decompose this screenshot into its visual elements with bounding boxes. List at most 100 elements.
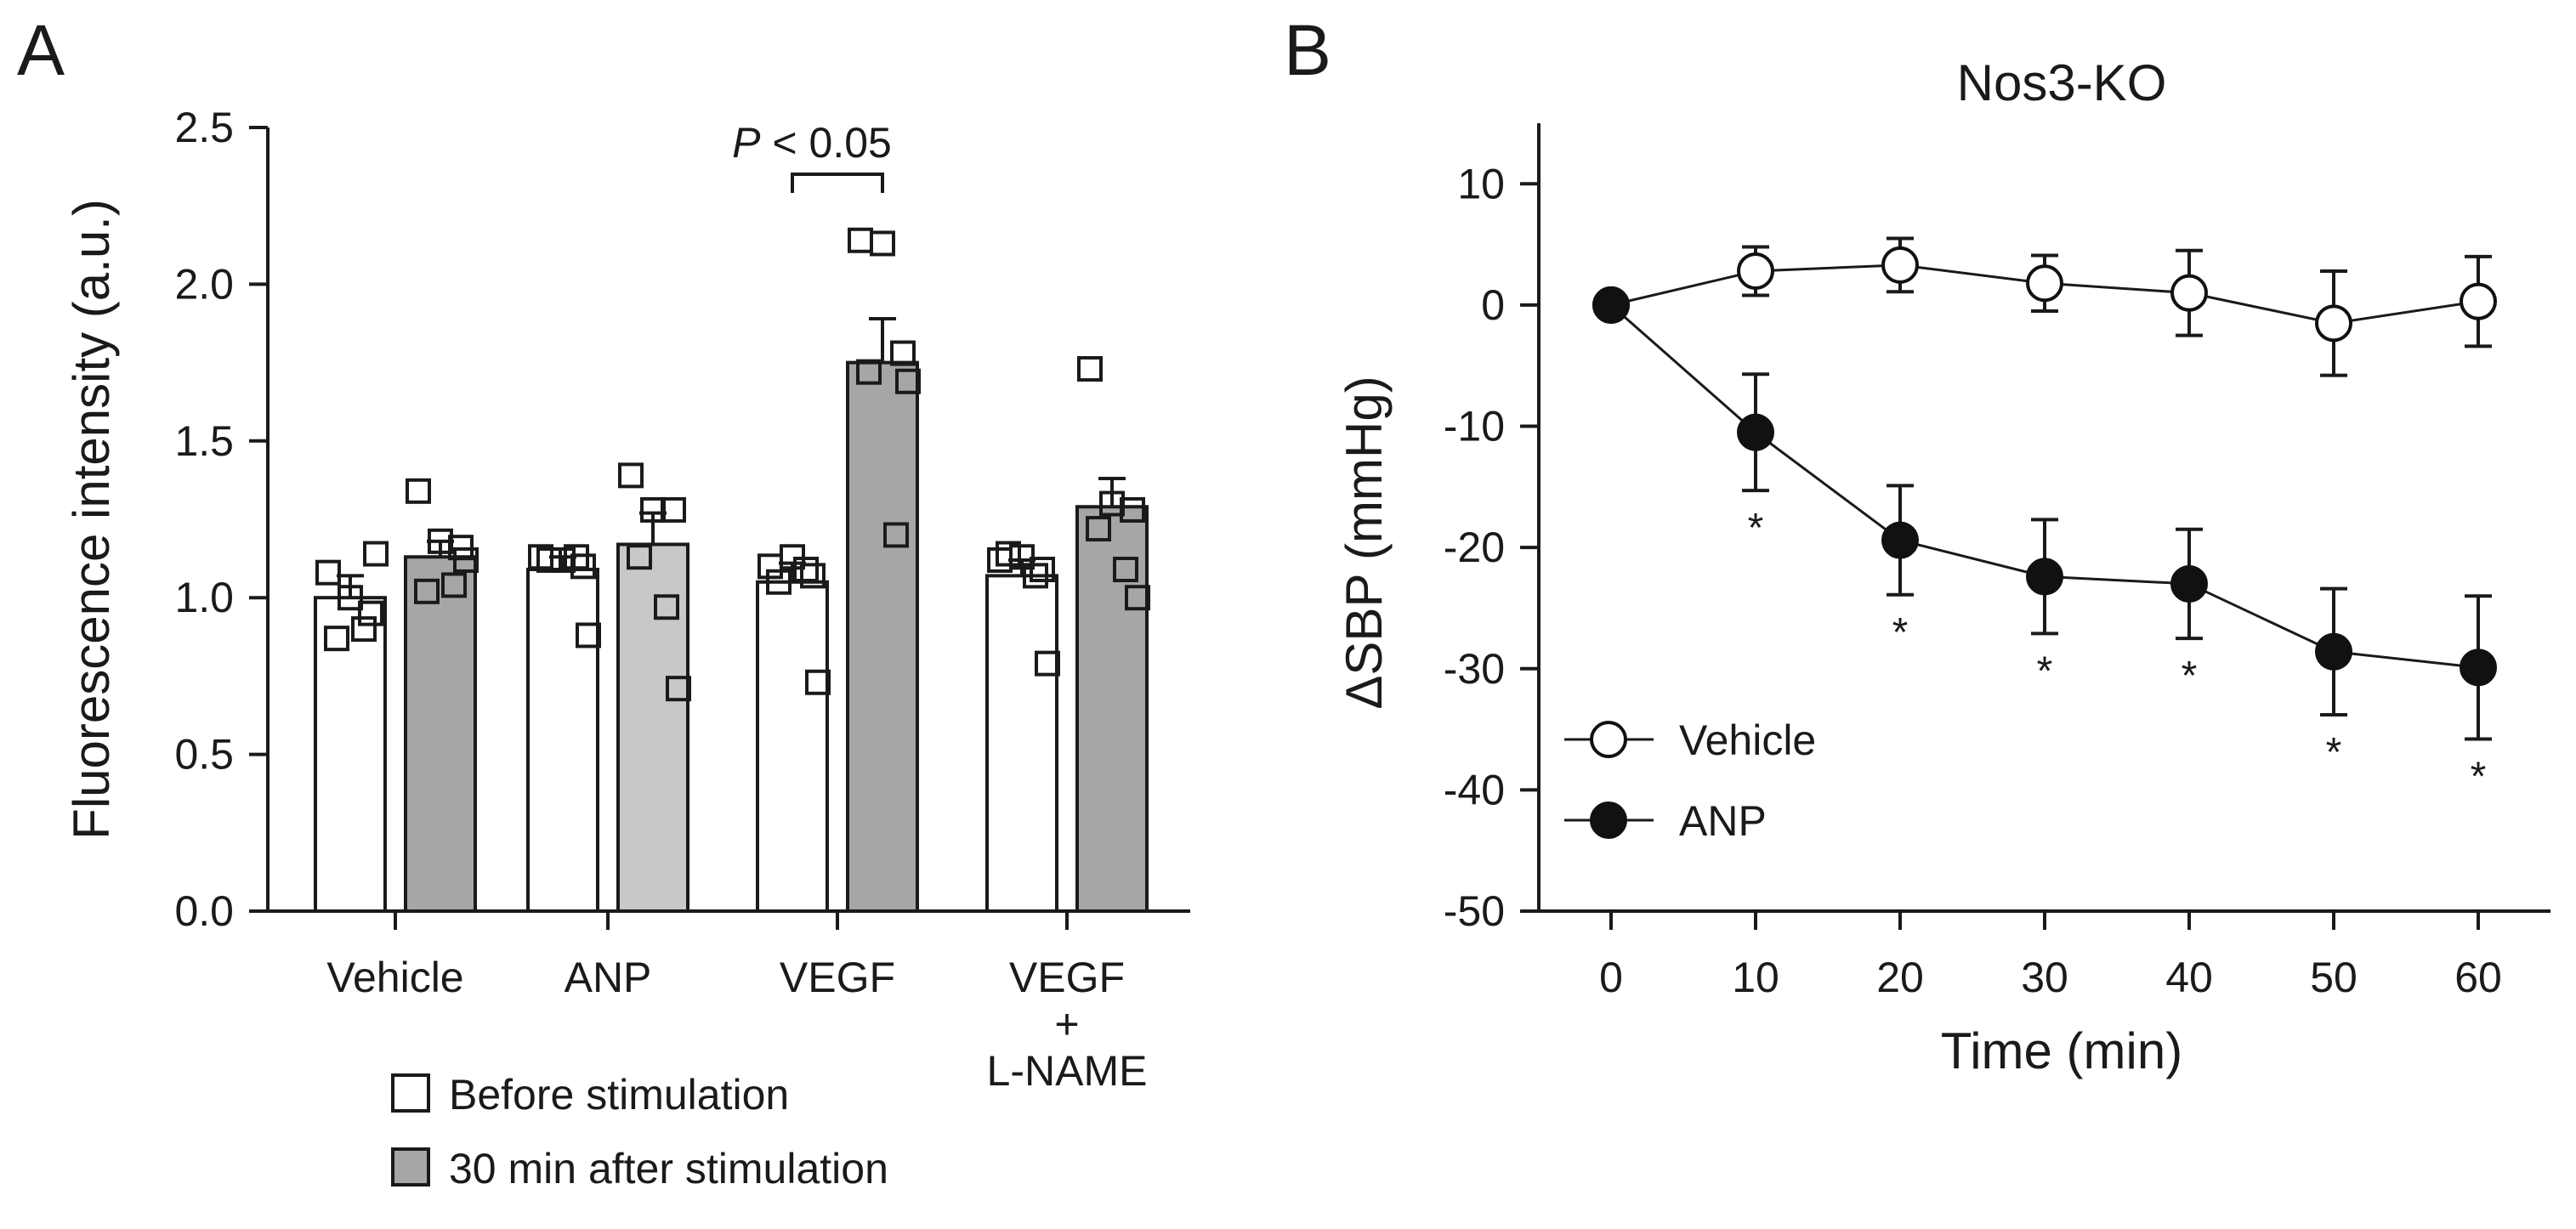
bar: [846, 360, 919, 914]
significance-star: *: [2326, 730, 2342, 775]
data-point: [666, 676, 691, 702]
panel-a-bar-chart: 0.0 0.5 1.0 1.5 2.0 2.5 Fluorescence intensity…: [63, 104, 1190, 1192]
y-tick-label: 2.0: [174, 260, 234, 308]
data-point: [1592, 286, 1630, 324]
data-point: [441, 572, 467, 598]
data-point: [1881, 246, 1919, 284]
legend-label: 30 min after stimulation: [449, 1145, 888, 1192]
significance-star: *: [1748, 506, 1764, 551]
data-point: [766, 569, 792, 595]
data-point: [576, 622, 601, 648]
data-point: [996, 541, 1021, 567]
data-point: [1113, 557, 1138, 583]
panel-b-line-chart: Nos3-KO 10 0 -10 -20 -30 -40 -50 0 10 20 30 40 50 60 Ti…: [1336, 54, 2550, 1079]
data-point: [856, 359, 882, 385]
y-tick-label: -10: [1444, 403, 1505, 450]
significance-star: *: [1892, 610, 1909, 655]
data-point: [338, 585, 363, 611]
data-point: [654, 594, 679, 620]
chart-title: Nos3-KO: [1957, 54, 2167, 111]
bar: [985, 574, 1058, 913]
y-tick-label: -20: [1444, 524, 1505, 571]
data-point: [627, 544, 652, 570]
x-tick-label: +: [1054, 1000, 1079, 1048]
data-point: [1030, 557, 1055, 583]
legend-label: ANP: [1679, 797, 1767, 845]
y-axis-label: Fluorescence intensity (a.u.): [63, 199, 120, 840]
panel-a-label: A: [17, 10, 65, 90]
data-point: [618, 462, 644, 489]
y-tick-label: 1.0: [174, 574, 234, 621]
data-point: [414, 578, 440, 604]
data-point: [793, 557, 819, 583]
data-point: [358, 600, 383, 626]
data-point: [564, 544, 589, 570]
x-tick-label: 40: [2165, 954, 2213, 1001]
legend-label: Vehicle: [1679, 716, 1816, 764]
x-tick-label: 60: [2454, 954, 2502, 1001]
data-point: [987, 547, 1013, 573]
data-point: [324, 626, 349, 652]
data-point: [315, 559, 341, 586]
x-tick-label: L-NAME: [987, 1047, 1148, 1095]
data-point: [1120, 496, 1145, 523]
legend-swatch: [391, 1147, 430, 1187]
data-point: [1881, 521, 1919, 559]
data-point: [2460, 648, 2497, 687]
panel-b-label: B: [1284, 10, 1331, 90]
x-tick-label: 0: [1599, 954, 1623, 1001]
x-tick-label: 20: [1876, 954, 1924, 1001]
y-tick-label: -50: [1444, 887, 1505, 935]
y-tick-label: 0.5: [174, 731, 234, 779]
bar: [756, 580, 829, 913]
data-point: [870, 230, 895, 257]
x-tick-label: VEGF: [780, 954, 895, 1001]
y-tick-label: -30: [1444, 645, 1505, 693]
significance-star: *: [2037, 648, 2053, 694]
y-tick-label: 1.5: [174, 417, 234, 465]
bar: [526, 568, 599, 913]
y-tick-label: 10: [1457, 160, 1505, 207]
legend-marker: [1590, 721, 1627, 758]
legend-swatch: [391, 1073, 430, 1113]
data-point: [2026, 264, 2063, 303]
x-axis-label: Time (min): [1941, 1022, 2182, 1079]
data-point: [890, 340, 916, 366]
data-point: [800, 563, 826, 589]
data-point: [1077, 355, 1103, 382]
data-point: [453, 547, 479, 573]
data-point: [2026, 558, 2063, 596]
significance-label: P < 0.05: [732, 119, 892, 167]
data-point: [805, 669, 831, 695]
data-point: [2315, 304, 2352, 343]
bar: [404, 555, 477, 913]
data-point: [1023, 563, 1048, 589]
data-point: [2170, 564, 2208, 603]
data-point: [406, 478, 431, 504]
data-point: [1125, 585, 1150, 611]
significance-star: *: [2182, 654, 2198, 699]
data-point: [536, 547, 562, 573]
x-tick-label: 50: [2310, 954, 2358, 1001]
significance-bracket: [791, 173, 884, 193]
data-point: [848, 227, 873, 253]
x-tick-label: 30: [2021, 954, 2068, 1001]
y-tick-label: -40: [1444, 766, 1505, 813]
data-point: [757, 553, 783, 580]
data-point: [1737, 413, 1774, 451]
x-tick-label: Vehicle: [326, 954, 463, 1001]
x-tick-label: VEGF: [1009, 954, 1125, 1001]
data-point: [661, 496, 686, 523]
y-tick-label: 2.5: [174, 104, 234, 151]
data-point: [2170, 274, 2208, 312]
data-point: [363, 541, 389, 567]
data-point: [2315, 632, 2352, 671]
x-tick-label: 10: [1732, 954, 1779, 1001]
y-tick-label: 0.0: [174, 887, 234, 935]
data-point: [883, 522, 909, 548]
data-point: [1035, 650, 1060, 677]
legend-marker: [1590, 801, 1627, 839]
x-tick-label: ANP: [565, 954, 652, 1001]
data-point: [1737, 252, 1774, 290]
